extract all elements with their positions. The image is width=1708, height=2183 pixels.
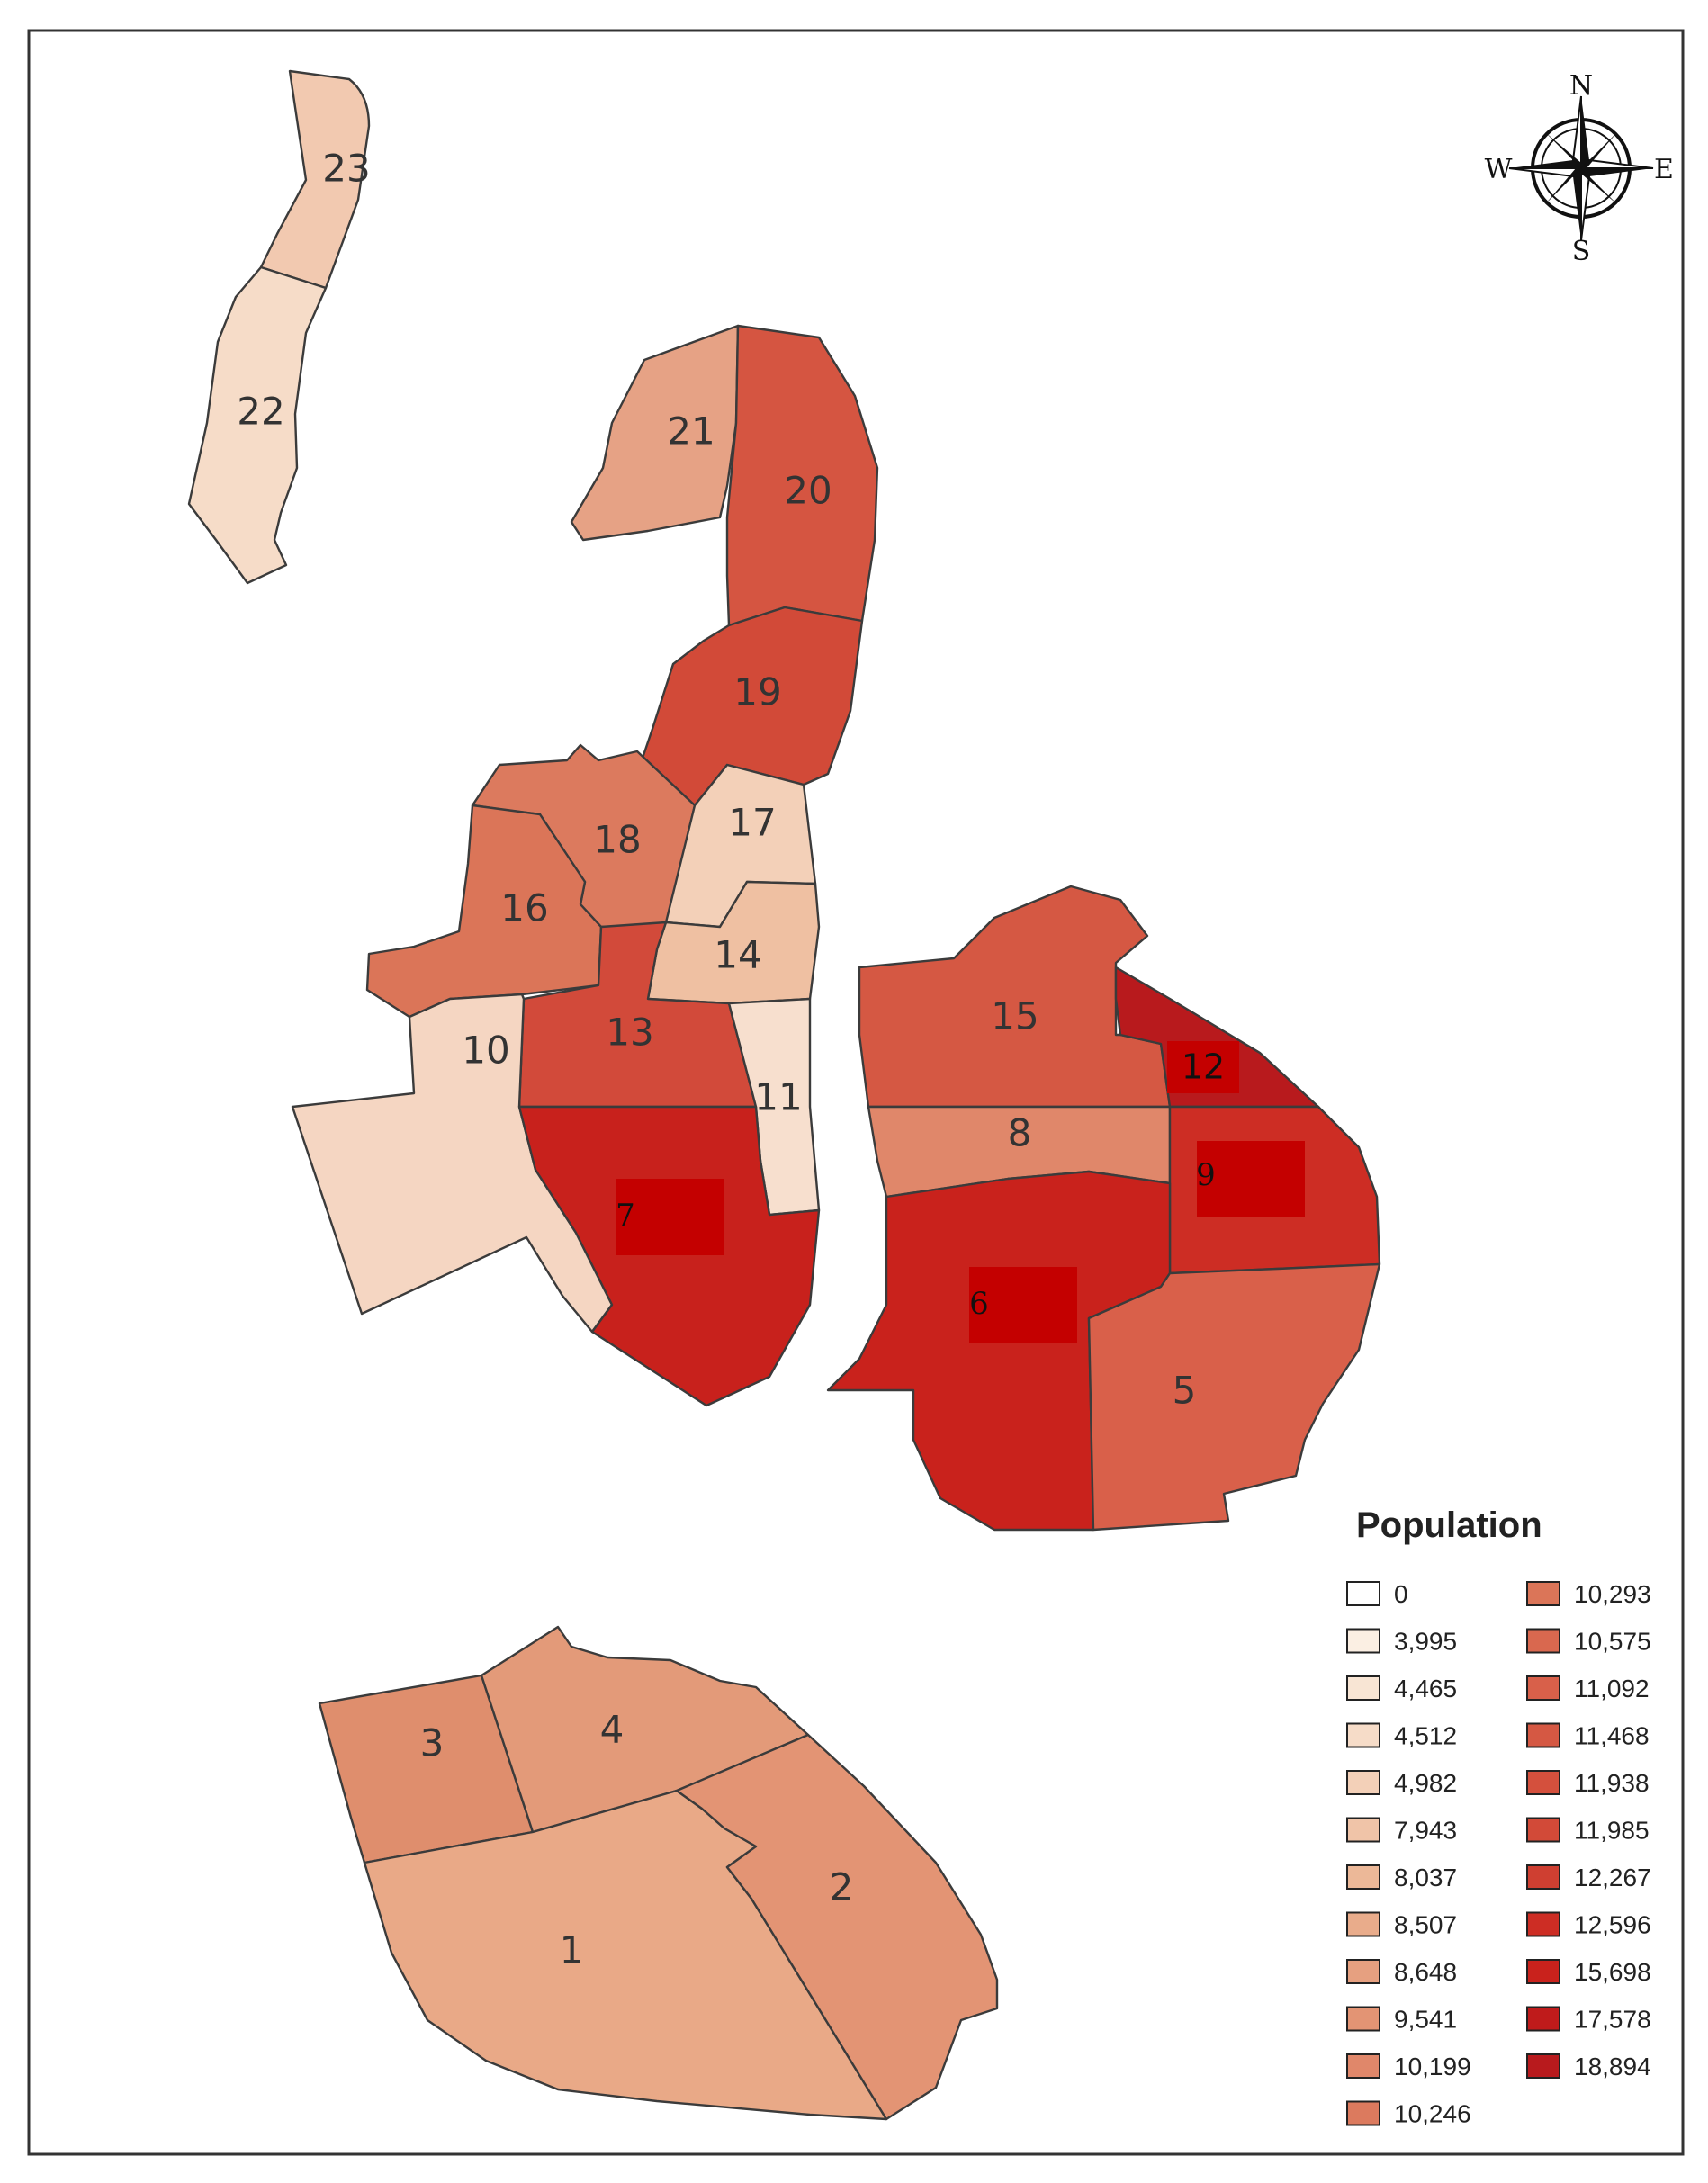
compass-south-label: S [1572, 236, 1591, 267]
legend-label: 11,985 [1574, 1817, 1650, 1845]
legend-swatch [1346, 1864, 1380, 1890]
legend-label: 10,246 [1394, 2100, 1471, 2128]
district-label-3: 3 [420, 1721, 445, 1765]
district-label-14: 14 [714, 933, 761, 977]
legend-label: 4,512 [1394, 1722, 1457, 1750]
district-label-22: 22 [237, 390, 284, 434]
district-label-21: 21 [667, 409, 715, 454]
highlight-box-12 [1167, 1041, 1239, 1093]
legend-label: 8,037 [1394, 1864, 1457, 1891]
legend-swatch [1346, 1581, 1380, 1606]
legend-label: 4,465 [1394, 1675, 1457, 1702]
legend-swatch [1346, 1817, 1380, 1843]
legend-swatch [1346, 1628, 1380, 1654]
legend-title: Population [1356, 1505, 1542, 1545]
legend-swatch [1526, 1959, 1560, 1984]
legend-label: 10,293 [1574, 1580, 1651, 1608]
legend-swatch [1526, 1864, 1560, 1890]
district-label-13: 13 [606, 1011, 653, 1055]
highlight-boxes [616, 1041, 1305, 1343]
legend-label: 11,468 [1574, 1722, 1650, 1750]
district-label-18: 18 [593, 818, 641, 862]
legend-label: 18,894 [1574, 2053, 1651, 2080]
compass-star-icon [1508, 95, 1654, 241]
legend-label: 11,092 [1574, 1675, 1650, 1702]
legend-label: 12,267 [1574, 1864, 1651, 1891]
district-label-9: 9 [1196, 1157, 1216, 1193]
legend-label: 10,199 [1394, 2053, 1471, 2080]
district-label-10: 10 [462, 1029, 509, 1073]
compass-west-label: W [1485, 154, 1513, 185]
district-22-area[interactable] [187, 265, 328, 585]
highlight-box-7 [616, 1179, 724, 1255]
legend-label: 9,541 [1394, 2006, 1457, 2034]
district-label-20: 20 [784, 469, 832, 513]
district-label-4: 4 [600, 1708, 625, 1752]
legend-swatch [1526, 1911, 1560, 1937]
district-2-area[interactable] [675, 1733, 999, 2121]
legend-swatch [1526, 1770, 1560, 1795]
legend-label: 12,596 [1574, 1911, 1651, 1939]
legend-swatch [1526, 2006, 1560, 2032]
legend-label: 8,507 [1394, 1911, 1457, 1939]
district-label-6: 6 [969, 1286, 989, 1322]
legend-swatch [1526, 1581, 1560, 1606]
district-label-5: 5 [1173, 1369, 1197, 1413]
legend-swatch [1346, 2006, 1380, 2032]
legend-swatch [1346, 1911, 1380, 1937]
legend-swatch [1346, 1675, 1380, 1701]
legend-label: 8,648 [1394, 1958, 1457, 1986]
legend: Population 0 3,995 4,465 4,512 4,982 7,943 8,0… [1346, 1505, 1651, 2128]
district-label-15: 15 [991, 994, 1038, 1038]
legend-swatch [1346, 2100, 1380, 2126]
legend-label: 0 [1394, 1580, 1408, 1608]
district-label-11: 11 [754, 1075, 802, 1119]
compass-east-label: E [1654, 154, 1674, 185]
legend-swatch [1526, 2053, 1560, 2079]
district-label-16: 16 [500, 886, 548, 930]
legend-label: 17,578 [1574, 2006, 1651, 2034]
highlight-box-6 [969, 1267, 1077, 1343]
district-label-2: 2 [830, 1865, 854, 1909]
district-5-area[interactable] [1087, 1262, 1381, 1532]
compass-north-label: N [1569, 70, 1593, 102]
legend-swatch [1346, 2053, 1380, 2079]
district-6-area[interactable] [826, 1170, 1172, 1532]
compass-rose: N E S W [1485, 70, 1674, 267]
district-labels: 23 22 21 20 19 18 17 16 14 13 10 11 15 8… [237, 147, 1225, 1972]
district-label-17: 17 [728, 801, 776, 845]
district-21-area[interactable] [570, 324, 740, 542]
district-23-area[interactable] [259, 69, 371, 290]
district-polygons [187, 69, 1381, 2121]
district-label-8: 8 [1008, 1111, 1032, 1155]
legend-label: 4,982 [1394, 1769, 1457, 1797]
district-label-1: 1 [560, 1928, 584, 1972]
legend-swatch [1346, 1722, 1380, 1748]
legend-swatch [1526, 1675, 1560, 1701]
legend-swatch [1346, 1959, 1380, 1984]
district-7-area[interactable] [517, 1105, 821, 1407]
district-label-23: 23 [322, 147, 370, 191]
legend-entries: 0 3,995 4,465 4,512 4,982 7,943 8,037 8,507 8,64… [1346, 1580, 1651, 2128]
district-label-7: 7 [616, 1198, 635, 1234]
legend-swatch [1526, 1722, 1560, 1748]
district-label-12: 12 [1182, 1047, 1225, 1087]
legend-label: 11,938 [1574, 1769, 1650, 1797]
legend-label: 10,575 [1574, 1628, 1651, 1656]
district-label-19: 19 [733, 670, 781, 714]
legend-swatch [1526, 1817, 1560, 1843]
legend-label: 15,698 [1574, 1958, 1651, 1986]
legend-label: 7,943 [1394, 1817, 1457, 1845]
legend-swatch [1526, 1628, 1560, 1654]
legend-label: 3,995 [1394, 1628, 1457, 1656]
legend-swatch [1346, 1770, 1380, 1795]
highlight-box-9 [1197, 1141, 1305, 1217]
